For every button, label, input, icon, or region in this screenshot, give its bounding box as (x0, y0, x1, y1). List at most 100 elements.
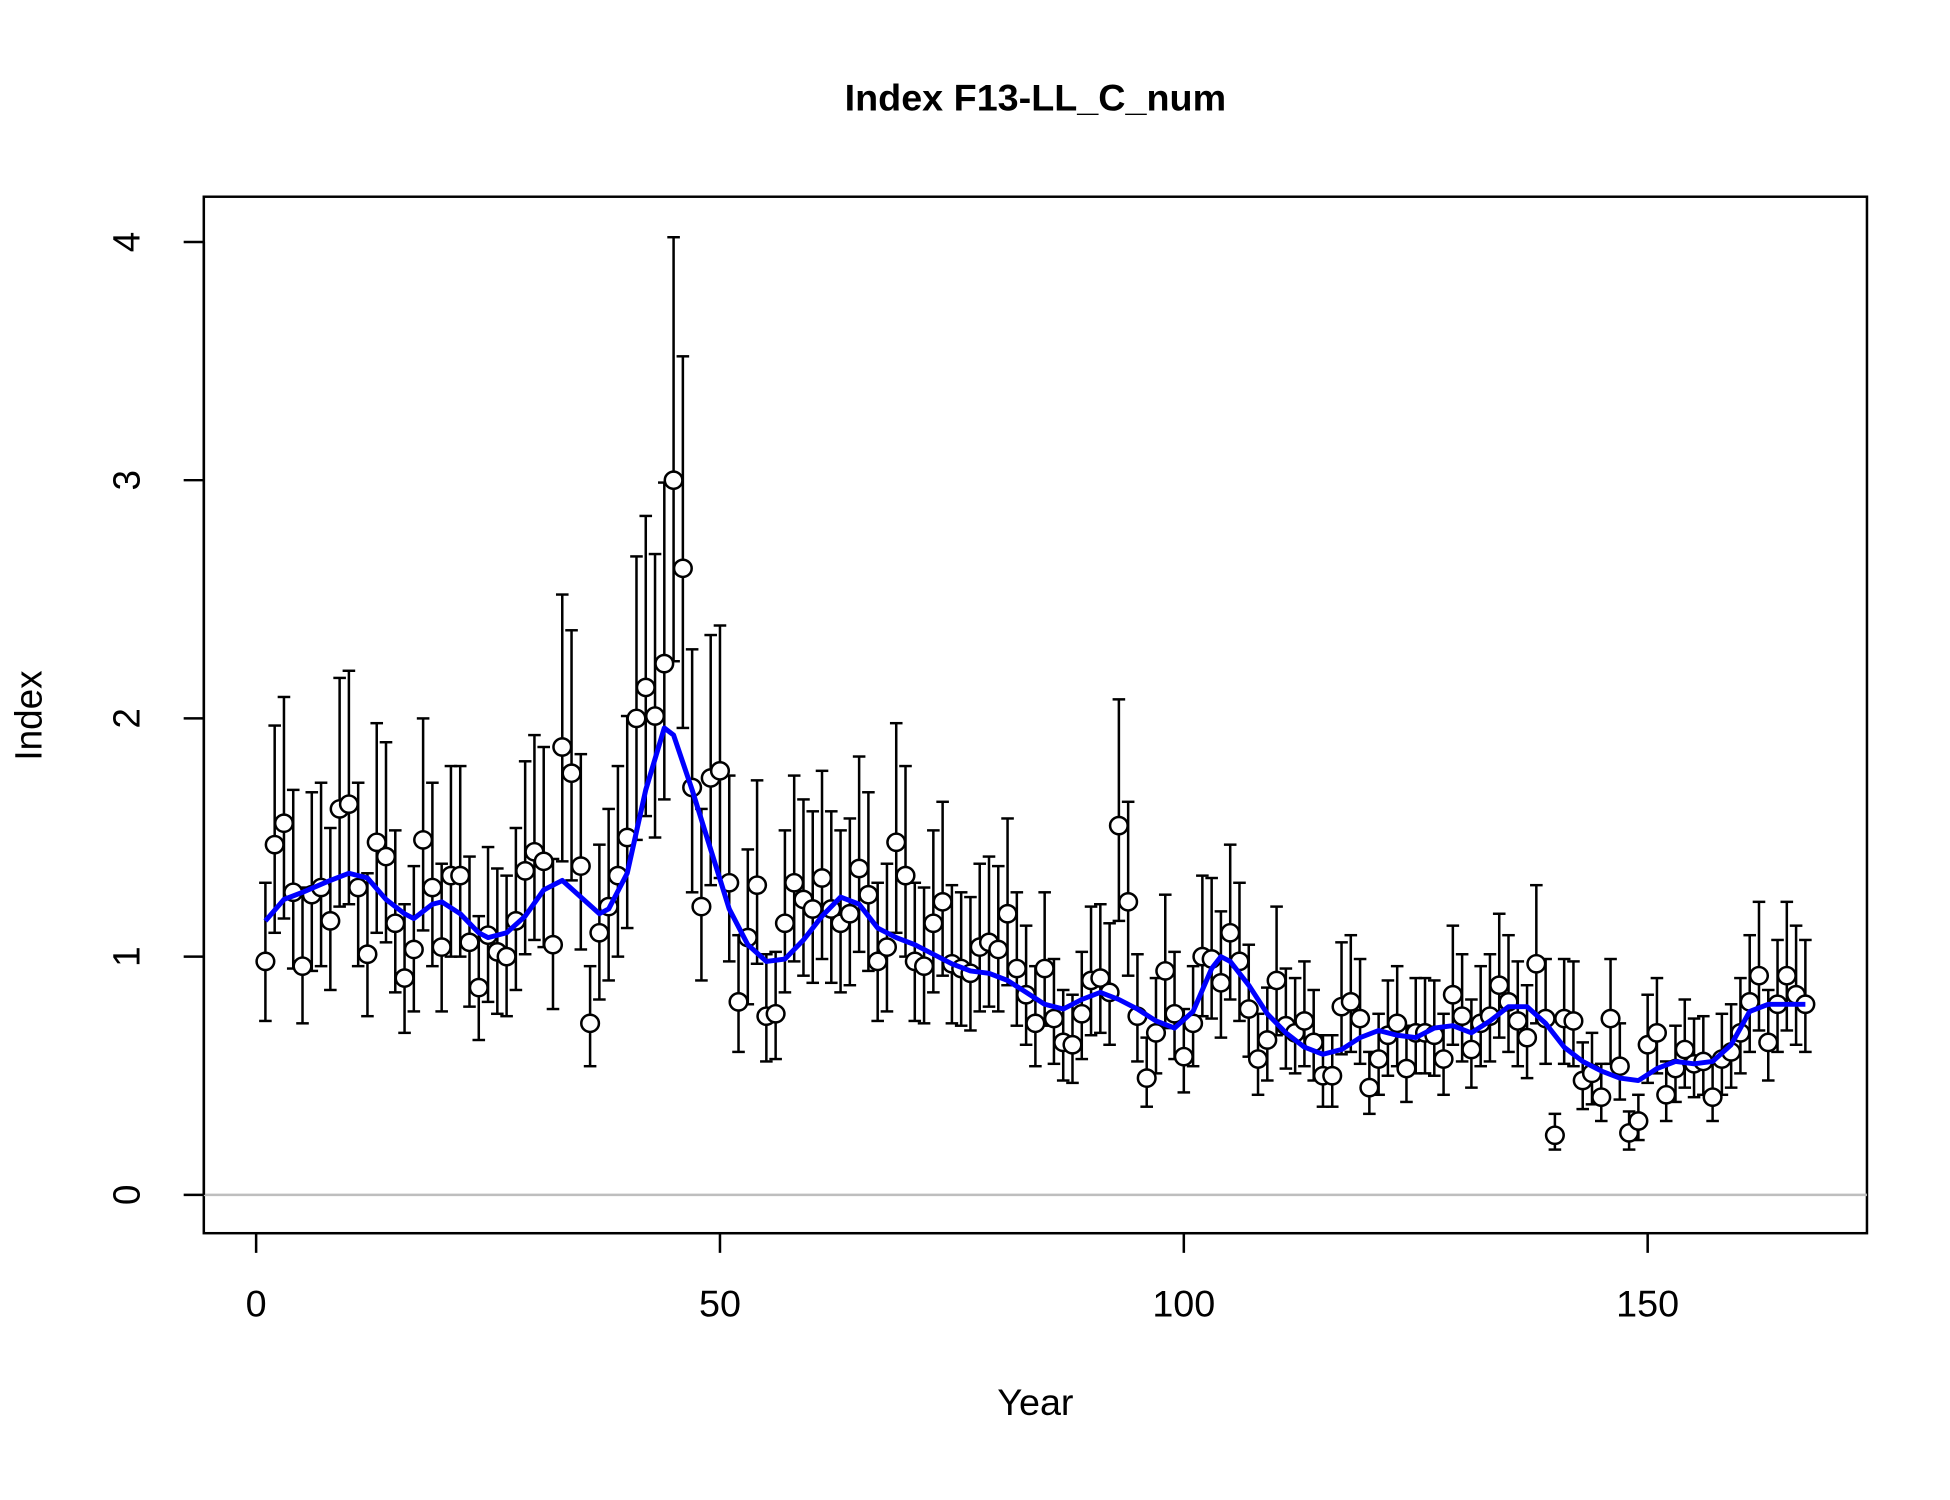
error-bar (815, 769, 829, 961)
data-point (923, 913, 944, 934)
error-bar (797, 798, 810, 977)
data-point (385, 913, 406, 934)
error-bar (889, 721, 903, 935)
error-bar (342, 669, 356, 906)
data-point (1646, 1023, 1668, 1043)
error-bar (416, 717, 430, 932)
data-point (1433, 1049, 1454, 1069)
data-point (338, 794, 359, 815)
data-point (552, 737, 573, 757)
data-point (691, 896, 712, 917)
data-point (913, 956, 935, 976)
x-tick-label: 50 (699, 1283, 741, 1325)
error-bar (500, 874, 513, 1018)
data-point (1322, 1065, 1343, 1086)
error-bar (277, 695, 291, 920)
data-point (1748, 965, 1770, 986)
data-point (1507, 1011, 1528, 1031)
data-point (1591, 1087, 1612, 1108)
data-point (774, 913, 795, 934)
data-point (1062, 1034, 1083, 1055)
y-tick-label: 4 (105, 232, 147, 253)
error-bar (602, 807, 615, 982)
data-point (1396, 1058, 1417, 1079)
data-point (626, 708, 647, 729)
x-tick-label: 0 (246, 1283, 267, 1325)
data-point (292, 956, 313, 976)
data-point (515, 861, 536, 881)
data-point (1238, 999, 1259, 1019)
y-axis-label: Index (7, 670, 49, 761)
data-point (1294, 1011, 1315, 1031)
data-point (1702, 1087, 1723, 1108)
error-bar (825, 810, 838, 985)
data-point (1656, 1084, 1677, 1105)
data-point (1359, 1077, 1380, 1098)
data-point (1516, 1027, 1538, 1048)
data-point (1563, 1011, 1584, 1031)
error-bar (611, 764, 625, 958)
data-point (561, 763, 582, 784)
error-bar (555, 593, 569, 863)
data-point (932, 892, 953, 912)
data-point (728, 992, 749, 1012)
data-point (394, 968, 415, 988)
data-point (849, 858, 870, 879)
data-point (1461, 1039, 1482, 1060)
data-point (876, 937, 898, 957)
error-bar (648, 552, 662, 839)
data-point (1136, 1068, 1157, 1088)
data-point (496, 946, 517, 967)
data-point (1108, 815, 1129, 836)
error-bar (481, 845, 495, 1004)
error-bar (1205, 876, 1218, 1020)
data-point (1266, 970, 1287, 991)
data-point (357, 944, 378, 965)
error-bar (491, 867, 504, 1016)
data-point (811, 868, 833, 888)
data-point (635, 677, 656, 698)
error-bar (1121, 800, 1135, 977)
error-bar (936, 800, 949, 977)
error-bar (296, 886, 309, 1025)
data-point (765, 1003, 786, 1024)
chart-title: Index F13-LL_C_num (845, 77, 1226, 119)
error-bar (1112, 698, 1126, 923)
data-point (1350, 1008, 1371, 1029)
data-point (403, 939, 424, 960)
x-tick-label: 150 (1616, 1283, 1679, 1325)
data-point (1090, 968, 1111, 988)
error-bar (852, 755, 866, 954)
error-bar (463, 855, 476, 1008)
data-point (672, 558, 693, 579)
data-point (366, 832, 387, 853)
data-point (1387, 1013, 1408, 1034)
data-point (1628, 1111, 1649, 1131)
data-point (1758, 1032, 1779, 1053)
error-bar (370, 721, 384, 935)
error-bar (509, 826, 523, 992)
data-point (468, 977, 489, 998)
error-bar (620, 714, 634, 930)
data-point (375, 846, 397, 867)
data-point (348, 877, 369, 898)
data-point (1257, 1030, 1278, 1050)
data-point (450, 865, 471, 886)
data-point (997, 903, 1018, 924)
data-point (1544, 1125, 1565, 1146)
error-bar (685, 648, 699, 894)
data-point (784, 872, 805, 893)
error-bar (565, 629, 578, 882)
data-point (663, 470, 684, 491)
data-point (542, 934, 564, 955)
data-point (1155, 961, 1176, 981)
data-point (802, 899, 823, 919)
data-point (1526, 953, 1547, 974)
error-bar (899, 764, 912, 958)
error-bar (750, 779, 764, 966)
data-point (1247, 1049, 1269, 1069)
data-point (747, 875, 768, 896)
data-point (1164, 1003, 1185, 1024)
data-point (709, 760, 731, 781)
